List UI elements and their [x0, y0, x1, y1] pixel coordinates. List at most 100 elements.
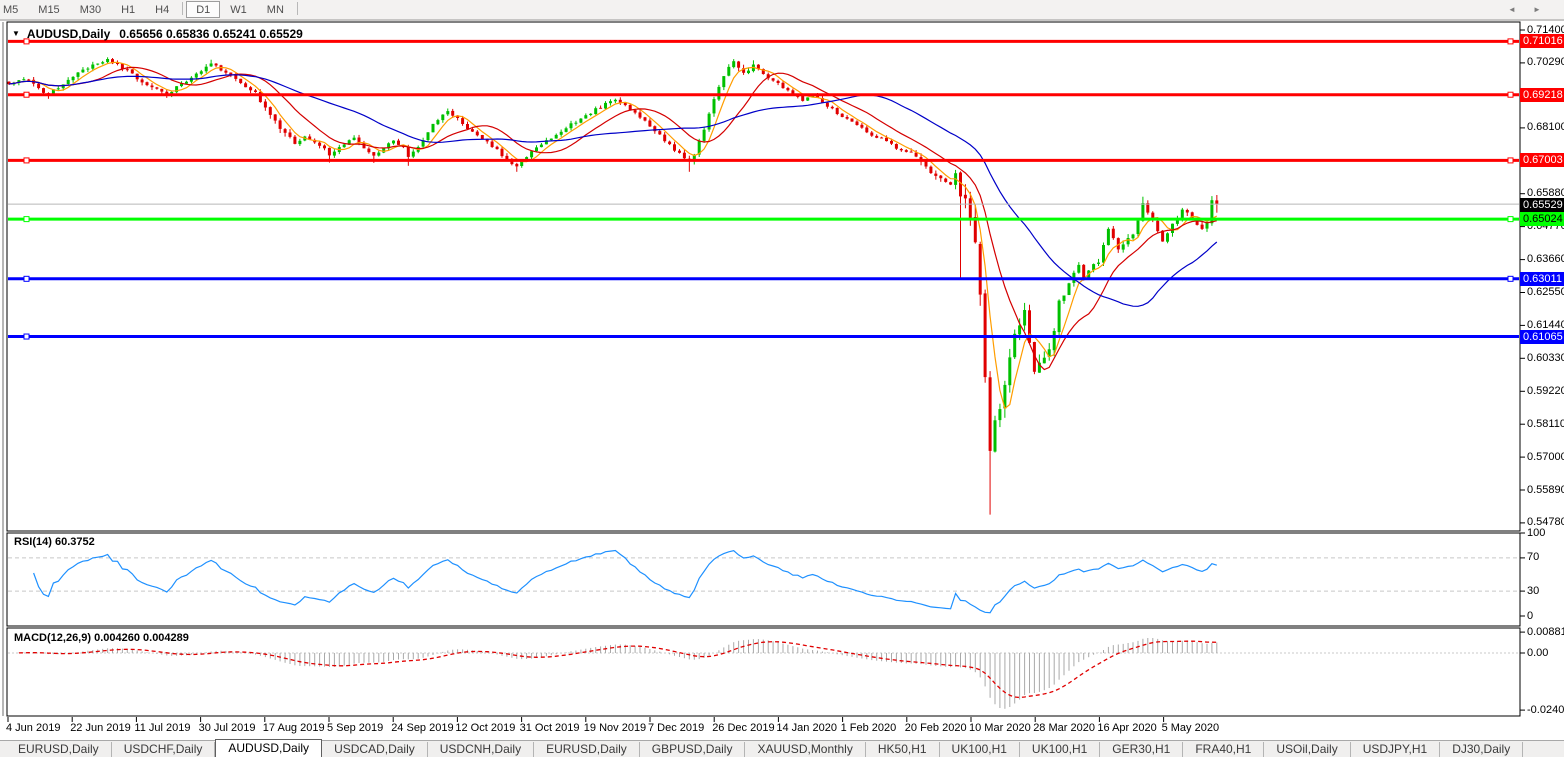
timeframe-button-M5[interactable]: M5: [3, 4, 19, 16]
chart-ohlc-values: 0.65656 0.65836 0.65241 0.65529: [119, 27, 303, 41]
macd-indicator-label: MACD(12,26,9) 0.004260 0.004289: [14, 632, 189, 644]
line-handle[interactable]: [23, 216, 30, 223]
line-handle[interactable]: [23, 91, 30, 98]
price-axis-tick-label: 0.63660: [1527, 253, 1564, 266]
rsi-pane: [6, 532, 1521, 627]
chart-tab-12-FRA40-H1[interactable]: FRA40,H1: [1183, 742, 1265, 757]
chart-tab-4-USDCNH-Daily[interactable]: USDCNH,Daily: [428, 742, 535, 757]
rsi-line: [33, 549, 1217, 614]
price-axis-tick-label: 0.57000: [1527, 450, 1564, 463]
date-tick-label: 31 Oct 2019: [519, 722, 580, 734]
line-handle[interactable]: [23, 38, 30, 45]
timeframe-button-MN[interactable]: MN: [266, 4, 284, 16]
chart-tab-0-EURUSD-Daily[interactable]: EURUSD,Daily: [6, 742, 112, 757]
chart-tab-5-EURUSD-Daily[interactable]: EURUSD,Daily: [534, 742, 640, 757]
scroll-left-icon[interactable]: ◄: [1508, 5, 1516, 14]
chart-tab-6-GBPUSD-Daily[interactable]: GBPUSD,Daily: [640, 742, 746, 757]
macd-signal-line: [18, 640, 1217, 699]
line-handle[interactable]: [1507, 38, 1514, 45]
price-axis-tick-label: 0.70290: [1527, 56, 1564, 69]
timeframe-toolbar: M5 M15 M30 H1 H4 D1 W1 MN: [0, 0, 1564, 21]
chart-title: ▼ AUDUSD,Daily 0.65656 0.65836 0.65241 0.6…: [12, 27, 303, 41]
ma-13-line: [8, 66, 1217, 371]
date-tick-label: 14 Jan 2020: [776, 722, 837, 734]
ma-34-line: [8, 74, 1218, 307]
hline-price-label: 0.63011: [1520, 271, 1564, 286]
ma-5-line: [8, 61, 1218, 410]
date-tick-label: 26 Dec 2019: [712, 722, 775, 734]
date-tick-label: 1 Feb 2020: [840, 722, 897, 734]
rsi-scale-label: 100: [1527, 526, 1546, 539]
hline-price-label: 0.61065: [1520, 329, 1564, 344]
chart-tabs-bar: EURUSD,Daily USDCHF,Daily AUDUSD,Daily USDC…: [0, 739, 1564, 757]
line-handle[interactable]: [23, 333, 30, 340]
hline-price-label: 0.67003: [1520, 153, 1564, 168]
toolbar-separator: [296, 2, 298, 16]
chart-tab-13-USOil-Daily[interactable]: USOil,Daily: [1264, 742, 1351, 757]
price-axis-tick-label: 0.55890: [1527, 483, 1564, 496]
hline-price-label: 0.65024: [1520, 212, 1564, 227]
date-tick-label: 5 May 2020: [1161, 722, 1220, 734]
hline-price-label: 0.71016: [1520, 34, 1564, 49]
macd-histogram: [18, 638, 1218, 709]
chart-tab-9-UK100-H1[interactable]: UK100,H1: [940, 742, 1020, 757]
line-handle[interactable]: [1507, 275, 1514, 282]
timeframe-button-H1[interactable]: H1: [121, 4, 136, 16]
date-tick-label: 5 Sep 2019: [327, 722, 384, 734]
price-axis-tick-label: 0.65880: [1527, 187, 1564, 200]
date-tick-label: 28 Mar 2020: [1033, 722, 1095, 734]
date-tick-label: 22 Jun 2019: [70, 722, 131, 734]
chart-tab-8-HK50-H1[interactable]: HK50,H1: [866, 742, 940, 757]
timeframe-button-H4[interactable]: H4: [155, 4, 170, 16]
scroll-right-icon[interactable]: ►: [1533, 5, 1541, 14]
chart-tab-14-USDJPY-H1[interactable]: USDJPY,H1: [1351, 742, 1441, 757]
price-axis-tick-label: 0.61440: [1527, 318, 1564, 331]
line-handle[interactable]: [23, 157, 30, 164]
date-tick-label: 11 Jul 2019: [134, 722, 191, 734]
chart-tab-1-USDCHF-Daily[interactable]: USDCHF,Daily: [112, 742, 216, 757]
rsi-scale-label: 70: [1527, 551, 1540, 564]
hline-price-label: 0.69218: [1520, 87, 1564, 102]
price-axis-tick-label: 0.58110: [1527, 417, 1564, 430]
macd-scale-label: -0.024082: [1527, 703, 1564, 716]
line-handle[interactable]: [23, 275, 30, 282]
chart-tab-3-USDCAD-Daily[interactable]: USDCAD,Daily: [322, 742, 428, 757]
line-handle[interactable]: [1507, 216, 1514, 223]
chart-tab-7-XAUUSD-Monthly[interactable]: XAUUSD,Monthly: [745, 742, 866, 757]
toolbar-separator: [182, 2, 184, 16]
price-axis-tick-label: 0.62550: [1527, 285, 1564, 298]
price-axis-tick-label: 0.59220: [1527, 384, 1564, 397]
date-tick-label: 20 Feb 2020: [904, 722, 967, 734]
main-price-pane: [6, 21, 1521, 532]
macd-scale-label: 0.008815: [1527, 625, 1564, 638]
rsi-indicator-label: RSI(14) 60.3752: [14, 536, 95, 548]
moving-average-lines: [8, 61, 1218, 410]
timeframe-button-W1[interactable]: W1: [230, 4, 247, 16]
price-axis-tick-label: 0.54780: [1527, 516, 1564, 529]
macd-scale-label: 0.00: [1527, 646, 1549, 659]
line-handle[interactable]: [1507, 91, 1514, 98]
chart-tab-15-DJ30-Daily[interactable]: DJ30,Daily: [1440, 742, 1524, 757]
chart-tab-10-UK100-H1[interactable]: UK100,H1: [1020, 742, 1101, 757]
symbol-dropdown-icon[interactable]: ▼: [12, 29, 20, 38]
price-axis-tick-label: 0.68100: [1527, 121, 1564, 134]
date-tick-label: 30 Jul 2019: [198, 722, 256, 734]
rsi-scale-label: 0: [1527, 609, 1534, 622]
line-handle[interactable]: [1507, 157, 1514, 164]
date-tick-label: 4 Jun 2019: [6, 722, 61, 734]
rsi-scale-label: 30: [1527, 584, 1540, 597]
timeframe-button-D1[interactable]: D1: [186, 1, 221, 18]
date-tick-label: 24 Sep 2019: [391, 722, 454, 734]
current-price-label: 0.65529: [1520, 198, 1564, 213]
date-tick-label: 19 Nov 2019: [583, 722, 647, 734]
price-axis-tick-label: 0.71400: [1527, 23, 1564, 36]
timeframe-button-M15[interactable]: M15: [38, 4, 60, 16]
chart-symbol-label: AUDUSD,Daily: [26, 27, 111, 41]
chart-tab-11-GER30-H1[interactable]: GER30,H1: [1100, 742, 1184, 757]
timeframe-button-M30[interactable]: M30: [79, 4, 102, 16]
chart-tab-2-AUDUSD-Daily[interactable]: AUDUSD,Daily: [215, 739, 323, 757]
price-axis-tick-label: 0.60330: [1527, 351, 1564, 364]
date-tick-label: 10 Mar 2020: [969, 722, 1031, 734]
